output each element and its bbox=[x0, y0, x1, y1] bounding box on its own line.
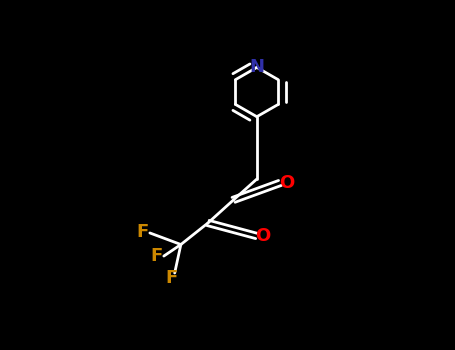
Text: N: N bbox=[249, 58, 264, 76]
Text: O: O bbox=[256, 227, 271, 245]
Text: F: F bbox=[150, 247, 162, 265]
Text: O: O bbox=[279, 174, 294, 192]
Text: F: F bbox=[165, 269, 177, 287]
Text: F: F bbox=[136, 223, 149, 240]
